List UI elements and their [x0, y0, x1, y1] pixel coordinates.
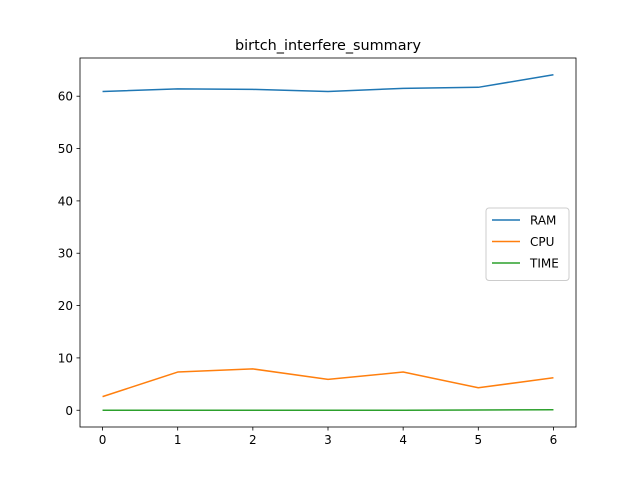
legend-label-time: TIME — [529, 257, 559, 271]
y-tick-label: 10 — [58, 351, 73, 365]
legend-label-cpu: CPU — [530, 235, 554, 249]
x-tick-label: 6 — [550, 433, 558, 447]
y-tick-label: 50 — [58, 142, 73, 156]
x-tick-label: 5 — [474, 433, 482, 447]
y-tick-label: 60 — [58, 90, 73, 104]
y-tick-label: 20 — [58, 299, 73, 313]
series-layer — [102, 74, 554, 412]
y-tick-label: 30 — [58, 247, 73, 261]
x-tick-label: 2 — [249, 433, 257, 447]
legend-label-ram: RAM — [530, 214, 556, 228]
chart-title: birtch_interfere_summary — [235, 38, 421, 54]
series-line-cpu — [102, 368, 554, 398]
series-line-time — [102, 408, 554, 412]
y-axis: 0 10 20 30 40 50 60 — [58, 90, 80, 418]
y-tick-label: 0 — [65, 404, 73, 418]
x-tick-label: 0 — [99, 433, 107, 447]
legend: RAM CPU TIME — [485, 207, 570, 281]
x-tick-label: 3 — [324, 433, 332, 447]
x-tick-label: 4 — [399, 433, 407, 447]
y-tick-label: 40 — [58, 194, 73, 208]
x-tick-label: 1 — [174, 433, 182, 447]
series-line-ram — [102, 74, 554, 93]
x-axis: 0 1 2 3 4 5 6 — [99, 427, 558, 447]
